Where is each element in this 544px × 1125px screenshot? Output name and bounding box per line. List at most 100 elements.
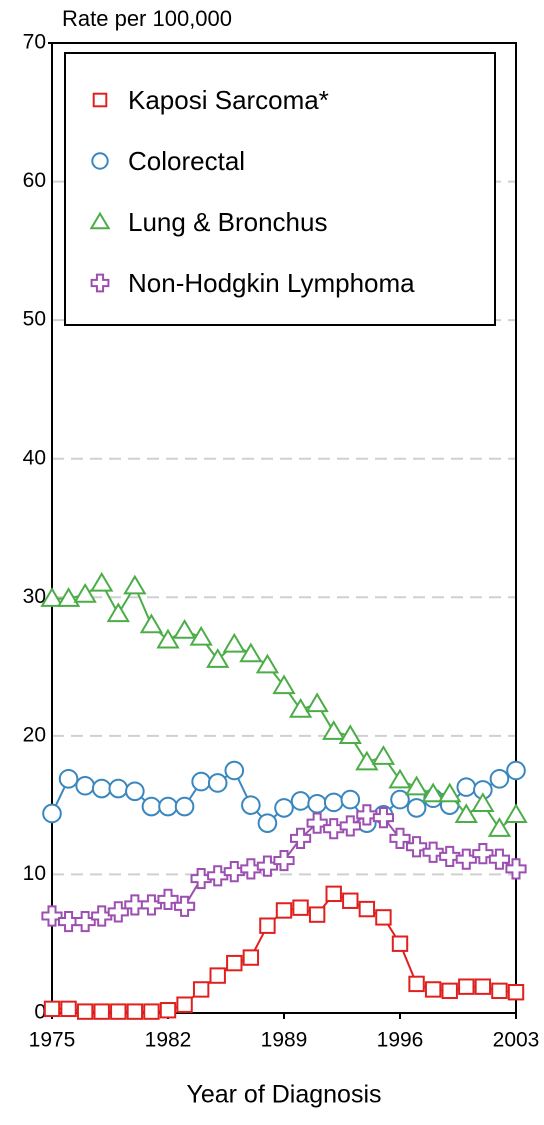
marker: [75, 775, 95, 796]
x-tick-label: 1982: [145, 1029, 192, 1052]
marker: [124, 894, 146, 916]
marker: [340, 789, 361, 810]
marker: [424, 981, 442, 998]
marker: [58, 769, 79, 789]
marker: [156, 628, 180, 649]
y-tick-label: 70: [23, 31, 46, 54]
legend-label: Non-Hodgkin Lymphoma: [128, 268, 415, 298]
marker: [306, 812, 328, 834]
marker: [224, 760, 245, 781]
x-tick-label: 1996: [377, 1029, 424, 1052]
marker: [358, 900, 376, 918]
marker: [92, 92, 108, 108]
marker: [255, 653, 280, 674]
y-tick-label: 30: [23, 585, 46, 608]
marker: [491, 982, 508, 1000]
marker: [74, 910, 96, 933]
marker: [338, 724, 362, 745]
marker: [139, 613, 164, 634]
marker: [342, 892, 359, 909]
marker: [439, 845, 461, 868]
marker: [256, 855, 279, 877]
marker: [339, 815, 361, 837]
marker: [489, 769, 510, 789]
marker: [422, 841, 444, 863]
marker: [408, 975, 425, 993]
marker: [60, 1000, 77, 1018]
marker: [322, 720, 346, 740]
marker: [325, 885, 342, 903]
marker: [455, 848, 477, 870]
marker: [454, 803, 478, 824]
marker: [108, 778, 129, 799]
marker: [242, 949, 260, 966]
marker: [257, 813, 278, 833]
marker: [504, 803, 528, 824]
marker: [472, 843, 494, 865]
marker: [389, 827, 411, 849]
x-axis-label: Year of Diagnosis: [186, 1081, 381, 1109]
y-tick-label: 0: [34, 1001, 46, 1024]
marker: [159, 1002, 177, 1019]
marker: [93, 1003, 110, 1020]
marker: [438, 782, 462, 803]
marker: [91, 905, 113, 927]
marker: [173, 895, 196, 917]
marker: [189, 625, 213, 646]
marker: [474, 978, 492, 995]
marker: [375, 909, 392, 926]
legend-label: Colorectal: [128, 146, 245, 176]
legend-label: Lung & Bronchus: [128, 207, 327, 237]
marker: [308, 906, 326, 923]
marker: [507, 984, 525, 1001]
marker: [90, 273, 110, 293]
y-axis-label: Rate per 100,000: [62, 6, 232, 31]
marker: [140, 894, 163, 916]
marker: [388, 768, 412, 789]
marker: [89, 211, 111, 230]
marker: [172, 618, 197, 639]
marker: [76, 1003, 94, 1020]
marker: [143, 1003, 160, 1020]
x-tick-label: 1989: [261, 1029, 308, 1052]
marker: [456, 777, 477, 797]
marker: [107, 901, 129, 923]
marker: [371, 745, 396, 765]
marker: [404, 775, 429, 796]
marker: [209, 967, 226, 984]
marker: [42, 803, 62, 824]
marker: [174, 796, 195, 817]
y-tick-label: 60: [23, 169, 46, 192]
marker: [226, 954, 243, 972]
marker: [241, 795, 261, 815]
marker: [223, 861, 245, 883]
marker: [505, 858, 527, 880]
marker: [40, 587, 64, 607]
marker: [123, 574, 147, 595]
marker: [222, 632, 246, 653]
marker: [288, 697, 313, 718]
marker: [405, 836, 428, 858]
y-tick-label: 50: [23, 308, 46, 331]
marker: [390, 789, 410, 810]
marker: [158, 796, 178, 817]
marker: [91, 152, 109, 170]
marker: [207, 773, 228, 793]
marker: [259, 917, 276, 934]
marker: [90, 571, 114, 592]
marker: [41, 905, 63, 927]
marker: [73, 582, 97, 603]
marker: [126, 1003, 144, 1020]
marker: [275, 902, 293, 919]
marker: [290, 791, 311, 811]
marker: [406, 798, 427, 818]
marker: [191, 771, 211, 792]
marker: [391, 935, 409, 952]
marker: [488, 848, 511, 870]
marker: [305, 692, 329, 713]
marker: [487, 817, 512, 837]
marker: [106, 602, 130, 623]
marker: [56, 587, 81, 607]
marker: [272, 674, 296, 695]
